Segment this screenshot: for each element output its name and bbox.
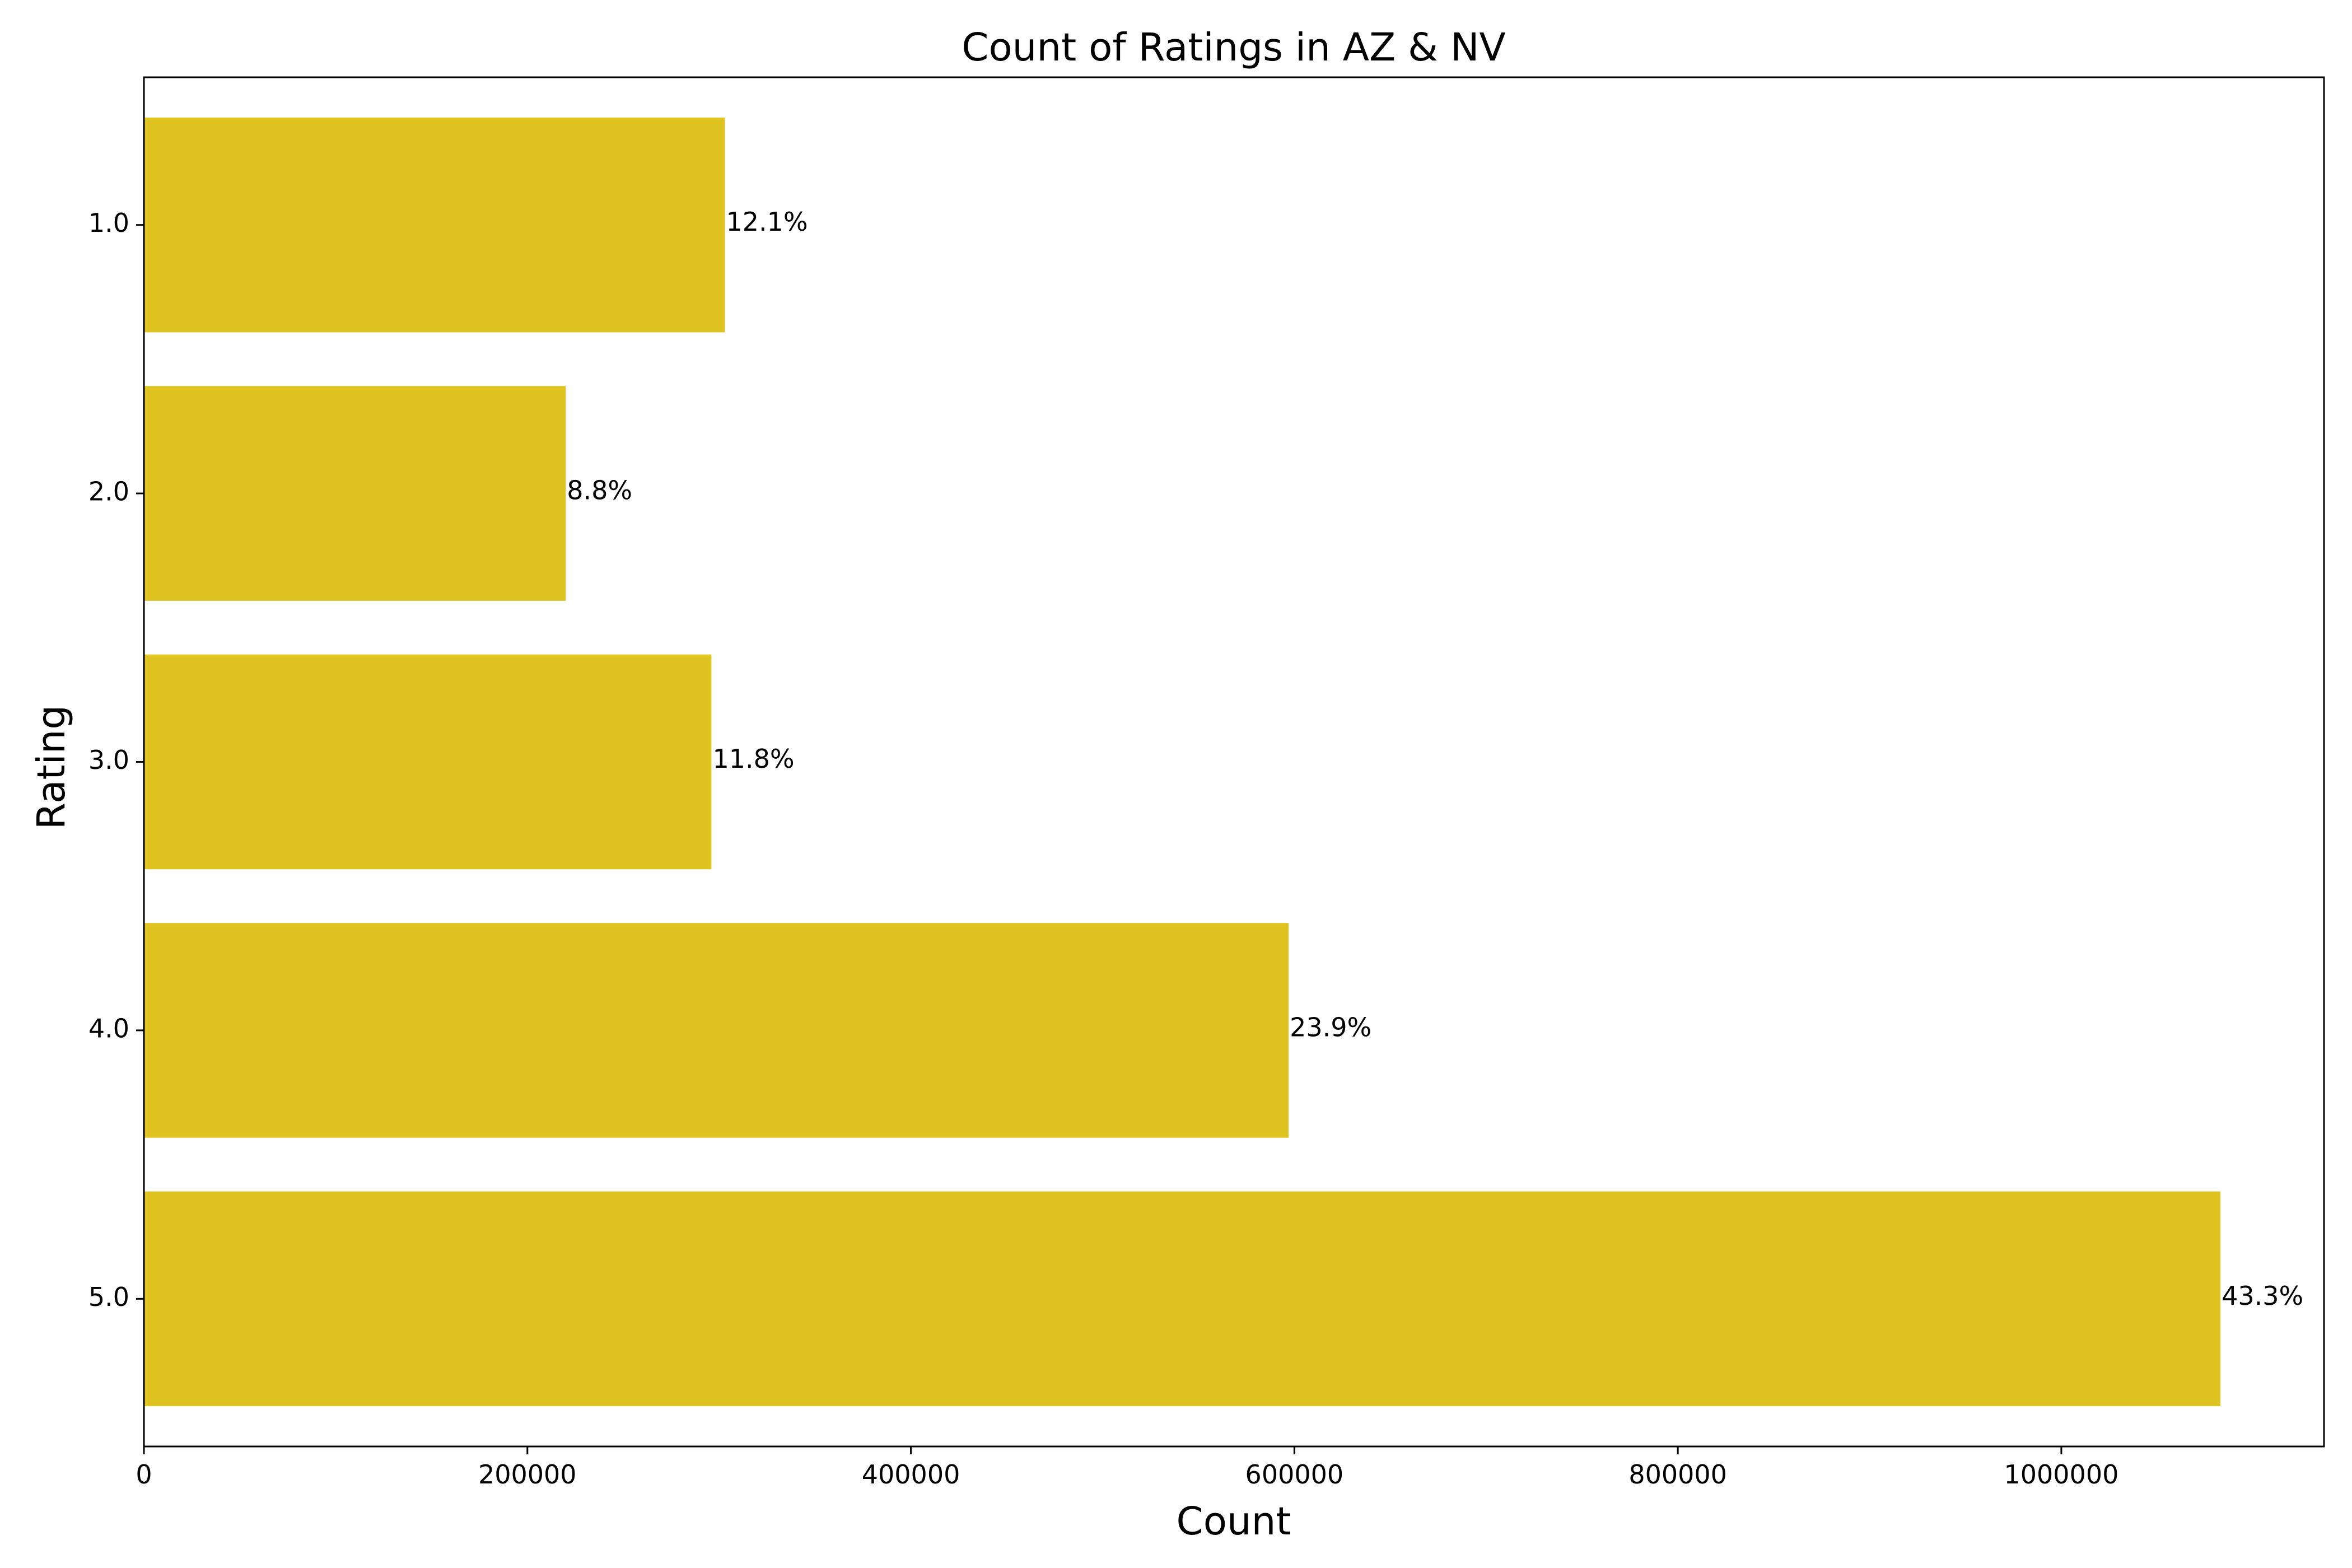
bar-data-label: 12.1%: [726, 207, 808, 237]
bar-data-label: 8.8%: [567, 475, 632, 506]
chart-title: Count of Ratings in AZ & NV: [962, 25, 1505, 70]
x-tick-label: 600000: [1245, 1459, 1344, 1490]
bars-group: 12.1% 8.8% 11.8% 23.9% 43.3%: [144, 117, 2303, 1407]
bar: [144, 386, 566, 601]
y-tick-label: 1.0: [88, 208, 129, 238]
x-axis-label: Count: [1177, 1499, 1291, 1544]
bar: [144, 654, 712, 870]
bar-data-label: 11.8%: [712, 744, 794, 774]
x-tick-label: 400000: [862, 1459, 960, 1490]
bar-data-label: 43.3%: [2222, 1281, 2303, 1311]
y-tick-label: 3.0: [88, 745, 129, 775]
bar: [144, 117, 725, 333]
y-axis-label: Rating: [29, 705, 74, 829]
y-tick-label: 5.0: [88, 1282, 129, 1312]
x-tick-label: 0: [136, 1459, 152, 1490]
x-tick-label: 1000000: [2004, 1459, 2118, 1490]
bar-data-label: 23.9%: [1290, 1012, 1371, 1042]
x-tick-label: 200000: [478, 1459, 577, 1490]
bar: [144, 1191, 2221, 1407]
y-axis: 1.0 2.0 3.0 4.0 5.0: [88, 208, 144, 1312]
bar: [144, 923, 1289, 1138]
x-axis: 0 200000 400000 600000 800000 1000000: [136, 1446, 2118, 1490]
x-tick-label: 800000: [1628, 1459, 1727, 1490]
y-tick-label: 2.0: [88, 477, 129, 507]
y-tick-label: 4.0: [88, 1013, 129, 1043]
